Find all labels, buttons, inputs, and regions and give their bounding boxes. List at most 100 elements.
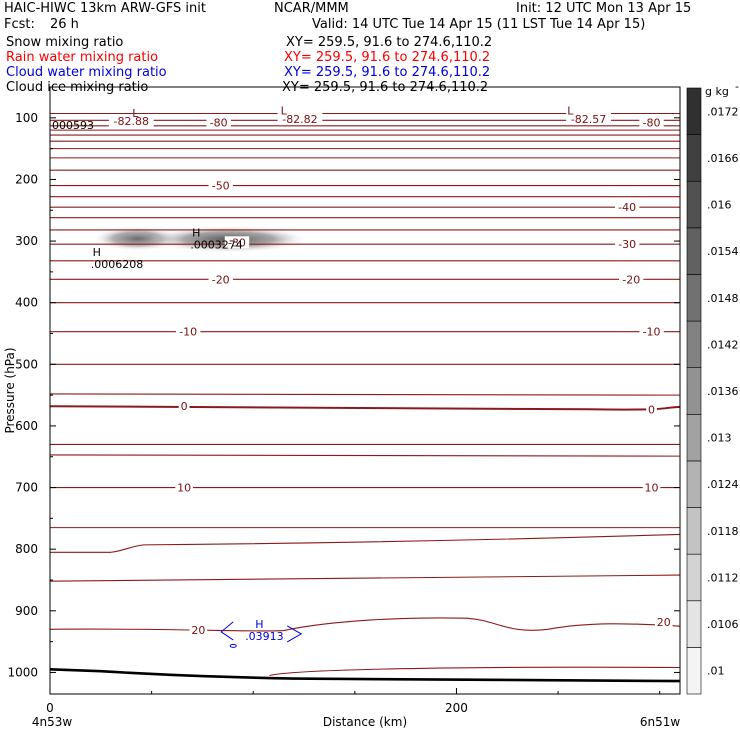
contour-label-bg — [178, 400, 190, 413]
colorbar-label: .0142 — [707, 338, 739, 351]
isotherm-line — [49, 454, 681, 457]
field-cloudwater-xy: XY= 259.5, 91.6 to 274.6,110.2 — [284, 65, 491, 80]
contour-label: -82.82 — [282, 113, 317, 126]
colorbar-label: .0172 — [707, 105, 739, 118]
colorbar-swatch — [686, 274, 702, 322]
colorbar-label: .0148 — [707, 292, 739, 305]
contour-label: -80 — [643, 117, 661, 130]
contour-label-bg — [646, 403, 657, 416]
colorbar-swatch — [686, 87, 702, 135]
x-axis-title: Distance (km) — [323, 715, 407, 729]
cloud-water-contour — [229, 643, 237, 648]
contour-label: 10 — [645, 482, 659, 495]
y-tick-label: 600 — [15, 419, 38, 433]
x-tick-label: 200 — [445, 701, 468, 715]
colorbar-label: .0112 — [707, 571, 739, 584]
field-cloudwater-name: Cloud water mixing ratio — [6, 65, 167, 80]
colorbar-swatch — [686, 134, 702, 182]
contour-label: -80 — [210, 117, 228, 130]
colorbar-label: .0124 — [707, 478, 739, 491]
contour-label: -30 — [228, 236, 246, 249]
cloud-water-high-value: .03913 — [245, 630, 284, 643]
org-label: NCAR/MMM — [274, 1, 349, 16]
field-rain-xy: XY= 259.5, 91.6 to 274.6,110.2 — [284, 50, 491, 65]
y-tick-label: 1000 — [7, 665, 38, 679]
contour-label-bg — [642, 481, 661, 494]
y-tick-label: 500 — [15, 357, 38, 371]
contour-label: -10 — [643, 326, 661, 339]
colorbar-label: .0154 — [707, 245, 739, 258]
y-tick-label: 200 — [15, 172, 38, 186]
terrain-line — [49, 668, 681, 683]
cloud-water-contour — [220, 621, 303, 643]
colorbar-swatch — [686, 460, 702, 508]
contour-label-bg — [206, 116, 231, 129]
y-tick-label: 700 — [15, 481, 38, 495]
contour-label-bg — [208, 179, 233, 192]
low-marker: L — [132, 107, 139, 120]
contour-label-bg — [639, 116, 664, 129]
contour-label-bg — [566, 113, 611, 126]
contour-label: 20 — [657, 616, 671, 629]
fcst-label: Fcst: — [4, 17, 35, 32]
y-axis-title: Pressure (hPa) — [3, 347, 17, 433]
terrain-line — [49, 668, 681, 683]
cloud-water-high-marker: H — [255, 618, 263, 631]
contour-label: -82.57 — [571, 113, 606, 126]
valid-time: Valid: 14 UTC Tue 14 Apr 15 (11 LST Tue … — [312, 17, 646, 32]
colorbar-swatch — [686, 227, 702, 275]
colorbar-label: .013 — [707, 432, 732, 445]
high-marker: H — [93, 246, 101, 259]
contour-label-bg — [189, 623, 208, 636]
field-rain-name: Rain water mixing ratio — [6, 50, 159, 65]
contour-label: -40 — [618, 201, 636, 214]
contour-label-bg — [614, 238, 640, 251]
isotherm-line — [49, 574, 681, 582]
colorbar-swatch — [686, 600, 702, 648]
colorbar-swatch — [686, 553, 702, 602]
colorbar-label: .0166 — [707, 152, 739, 165]
contour-label: 20 — [191, 624, 205, 637]
isotherm-line — [49, 617, 681, 632]
colorbar-label: .0136 — [707, 385, 739, 398]
model-title: HAIC-HIWC 13km ARW-GFS init — [4, 1, 206, 16]
high-value: .0006208 — [91, 258, 144, 271]
isotherm-line — [269, 666, 681, 677]
temperature-contours — [49, 112, 681, 677]
contour-label-bg — [639, 325, 664, 338]
init-time: Init: 12 UTC Mon 13 Apr 15 — [516, 1, 692, 16]
isotherm-line — [49, 393, 681, 396]
colorbar-swatch — [686, 320, 702, 368]
contour-label-bg — [277, 113, 323, 126]
low-marker: L — [567, 104, 574, 117]
colorbar-swatch — [686, 180, 702, 229]
colorbar-label: .0106 — [707, 618, 739, 631]
contour-label-bg — [208, 273, 233, 286]
high-marker: H — [192, 226, 200, 239]
y-tick-label: 300 — [15, 234, 38, 248]
contour-label: -20 — [212, 273, 230, 286]
colorbar: .01 .0106 .0112 .0118 .0124 .013 .0136 .0142 .01… — [686, 80, 740, 695]
contour-label-bg — [614, 201, 640, 214]
colorbar-label: .01 — [707, 665, 725, 678]
y-tick-label: 400 — [15, 296, 38, 310]
contour-label-bg — [108, 114, 154, 127]
contour-label-bg — [654, 615, 673, 628]
y-tick-label: 100 — [15, 111, 38, 125]
field-snow-xy: XY= 259.5, 91.6 to 274.6,110.2 — [286, 35, 493, 50]
plot-frame — [49, 86, 681, 695]
y-tick-label: 900 — [15, 604, 38, 618]
y-tick-label: 800 — [15, 542, 38, 556]
colorbar-label: .016 — [707, 199, 732, 212]
x-right-endpoint: 6n51w — [640, 715, 681, 729]
zero-isotherm — [49, 405, 681, 411]
contour-label-bg — [619, 273, 644, 286]
x-tick-label: 0 — [46, 701, 54, 715]
colorbar-label: .0118 — [707, 525, 739, 538]
colorbar-swatch — [686, 507, 702, 555]
low-marker: L — [281, 104, 288, 117]
contour-label-bg — [224, 236, 250, 249]
isotherm-line — [50, 533, 681, 553]
field-snow-name: Snow mixing ratio — [6, 35, 124, 50]
